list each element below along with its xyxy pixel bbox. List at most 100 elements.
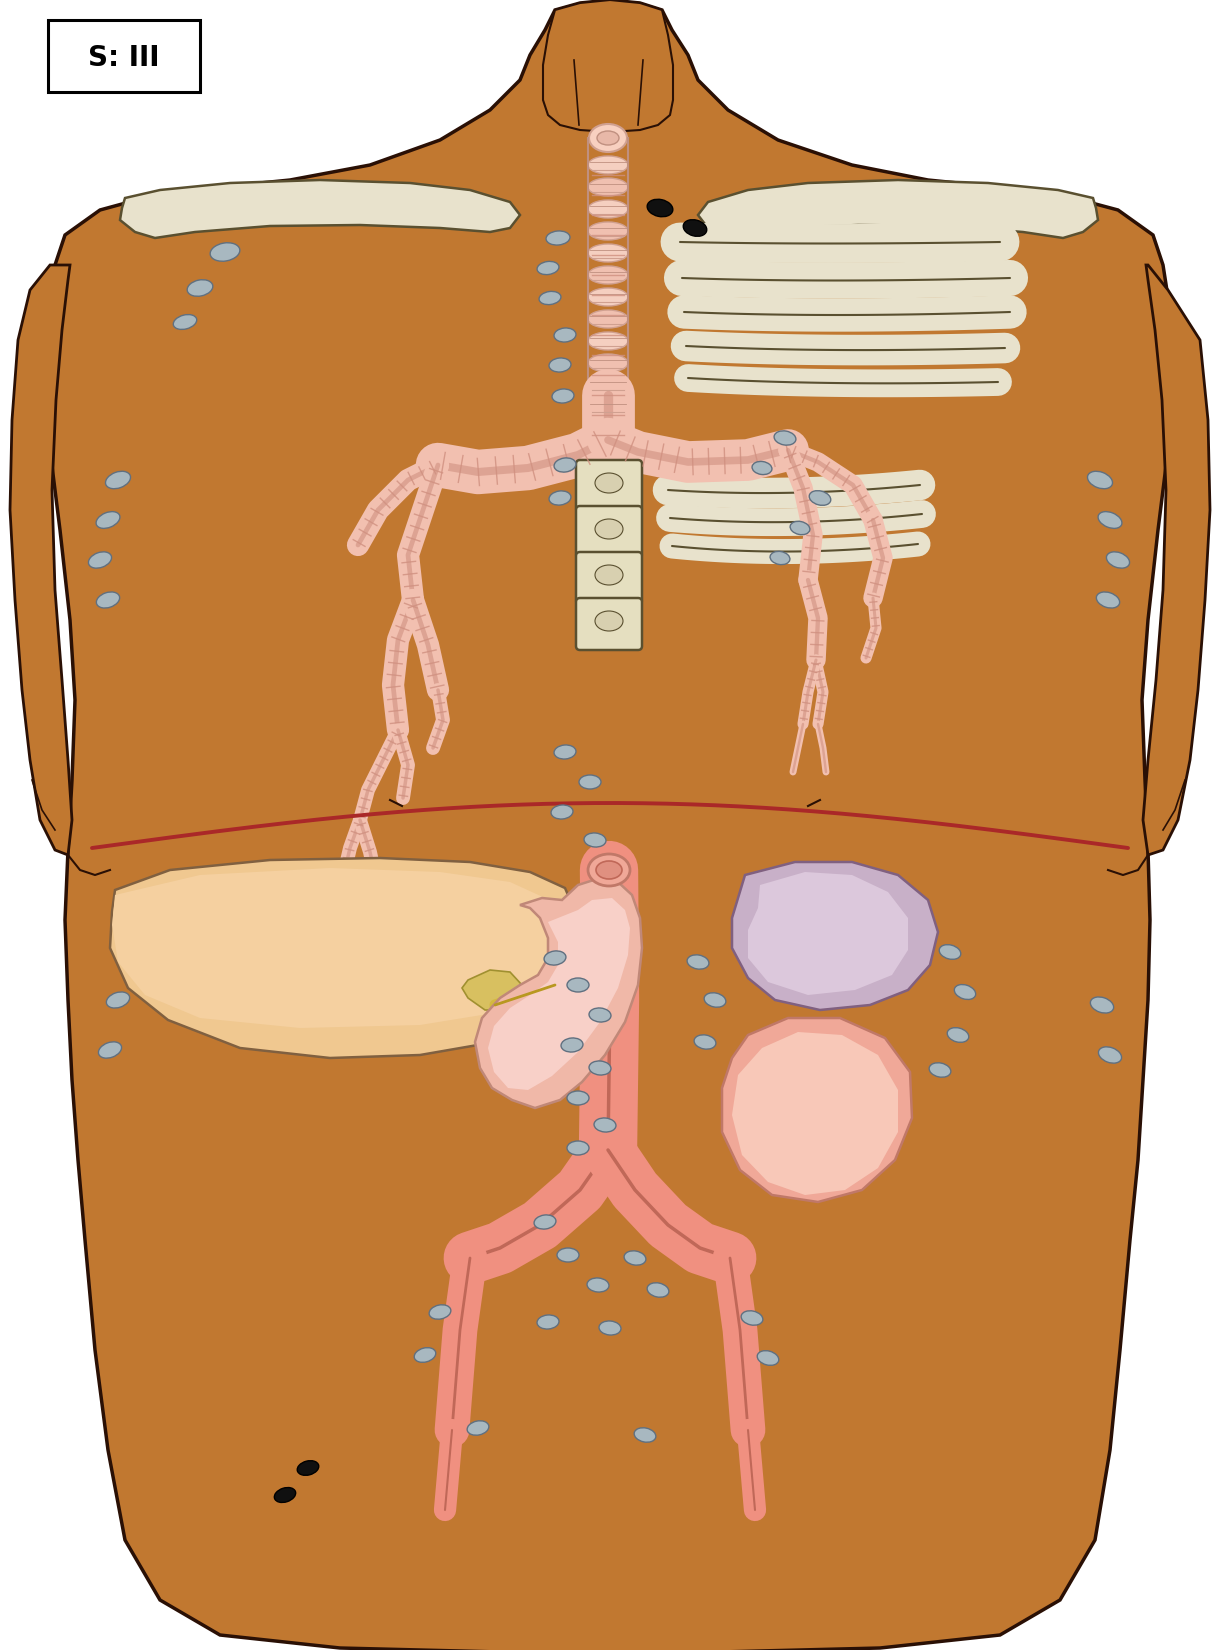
Ellipse shape xyxy=(567,1091,589,1106)
Ellipse shape xyxy=(210,243,239,261)
Polygon shape xyxy=(748,871,908,995)
Ellipse shape xyxy=(589,1008,610,1021)
Ellipse shape xyxy=(589,266,628,284)
Ellipse shape xyxy=(589,355,628,371)
Ellipse shape xyxy=(589,1061,610,1076)
Ellipse shape xyxy=(567,978,589,992)
Ellipse shape xyxy=(106,992,129,1008)
FancyBboxPatch shape xyxy=(576,553,642,604)
Ellipse shape xyxy=(589,223,628,239)
Ellipse shape xyxy=(595,474,623,493)
Ellipse shape xyxy=(589,855,630,886)
Ellipse shape xyxy=(600,1322,621,1335)
Ellipse shape xyxy=(551,805,573,818)
Ellipse shape xyxy=(554,459,576,472)
Ellipse shape xyxy=(1106,551,1129,568)
Ellipse shape xyxy=(947,1028,968,1043)
Polygon shape xyxy=(10,266,72,855)
Ellipse shape xyxy=(770,551,790,564)
Ellipse shape xyxy=(589,157,628,173)
Ellipse shape xyxy=(624,1251,646,1266)
Ellipse shape xyxy=(1096,592,1120,609)
Ellipse shape xyxy=(810,490,830,505)
Ellipse shape xyxy=(429,1305,451,1320)
Ellipse shape xyxy=(790,521,810,535)
Ellipse shape xyxy=(589,332,628,350)
Ellipse shape xyxy=(634,1427,656,1442)
Polygon shape xyxy=(120,180,520,238)
Ellipse shape xyxy=(757,1351,779,1365)
Ellipse shape xyxy=(560,1038,582,1053)
Ellipse shape xyxy=(546,231,570,246)
Ellipse shape xyxy=(414,1348,436,1363)
Ellipse shape xyxy=(537,1315,559,1328)
Ellipse shape xyxy=(589,289,628,305)
Ellipse shape xyxy=(96,512,120,528)
Ellipse shape xyxy=(589,376,628,394)
Polygon shape xyxy=(45,0,1173,1650)
Polygon shape xyxy=(543,0,673,132)
Ellipse shape xyxy=(1098,512,1122,528)
Ellipse shape xyxy=(595,610,623,630)
Ellipse shape xyxy=(595,1119,615,1132)
Ellipse shape xyxy=(705,993,725,1006)
Ellipse shape xyxy=(589,178,628,196)
Ellipse shape xyxy=(538,292,560,305)
Ellipse shape xyxy=(1088,472,1112,488)
FancyBboxPatch shape xyxy=(576,597,642,650)
Polygon shape xyxy=(1143,266,1210,855)
Ellipse shape xyxy=(96,592,120,609)
Ellipse shape xyxy=(105,472,131,488)
Polygon shape xyxy=(733,861,938,1010)
Ellipse shape xyxy=(579,776,601,789)
Ellipse shape xyxy=(88,551,111,568)
FancyBboxPatch shape xyxy=(48,20,200,92)
Polygon shape xyxy=(722,1018,912,1201)
Ellipse shape xyxy=(929,1063,951,1077)
Ellipse shape xyxy=(589,200,628,218)
Ellipse shape xyxy=(955,985,976,1000)
Ellipse shape xyxy=(694,1035,716,1049)
Ellipse shape xyxy=(595,520,623,540)
FancyBboxPatch shape xyxy=(576,460,642,512)
Ellipse shape xyxy=(684,219,707,236)
Ellipse shape xyxy=(595,564,623,586)
Ellipse shape xyxy=(187,280,212,297)
Ellipse shape xyxy=(552,389,574,403)
Ellipse shape xyxy=(549,358,571,371)
Polygon shape xyxy=(733,1031,897,1195)
Ellipse shape xyxy=(297,1460,319,1475)
Ellipse shape xyxy=(589,244,628,262)
Ellipse shape xyxy=(537,261,559,274)
Ellipse shape xyxy=(589,398,628,416)
Ellipse shape xyxy=(647,1282,669,1297)
Polygon shape xyxy=(112,868,558,1028)
Polygon shape xyxy=(698,180,1098,238)
Ellipse shape xyxy=(554,744,576,759)
Ellipse shape xyxy=(647,200,673,216)
Ellipse shape xyxy=(554,328,576,342)
Text: S: III: S: III xyxy=(88,45,160,73)
Ellipse shape xyxy=(596,861,621,879)
Ellipse shape xyxy=(589,124,628,152)
Polygon shape xyxy=(488,898,630,1091)
Polygon shape xyxy=(110,858,578,1058)
Ellipse shape xyxy=(1099,1046,1122,1063)
Ellipse shape xyxy=(99,1041,122,1058)
Ellipse shape xyxy=(587,1279,609,1292)
Ellipse shape xyxy=(534,1214,556,1229)
Ellipse shape xyxy=(557,1247,579,1262)
Ellipse shape xyxy=(1090,997,1114,1013)
Ellipse shape xyxy=(468,1421,488,1436)
Ellipse shape xyxy=(567,1142,589,1155)
FancyBboxPatch shape xyxy=(576,507,642,558)
Ellipse shape xyxy=(549,492,571,505)
Ellipse shape xyxy=(584,833,606,846)
Ellipse shape xyxy=(939,945,961,959)
Polygon shape xyxy=(462,970,523,1010)
Ellipse shape xyxy=(173,315,197,330)
Ellipse shape xyxy=(597,130,619,145)
Ellipse shape xyxy=(774,431,796,446)
Ellipse shape xyxy=(687,955,709,969)
Ellipse shape xyxy=(741,1310,763,1325)
